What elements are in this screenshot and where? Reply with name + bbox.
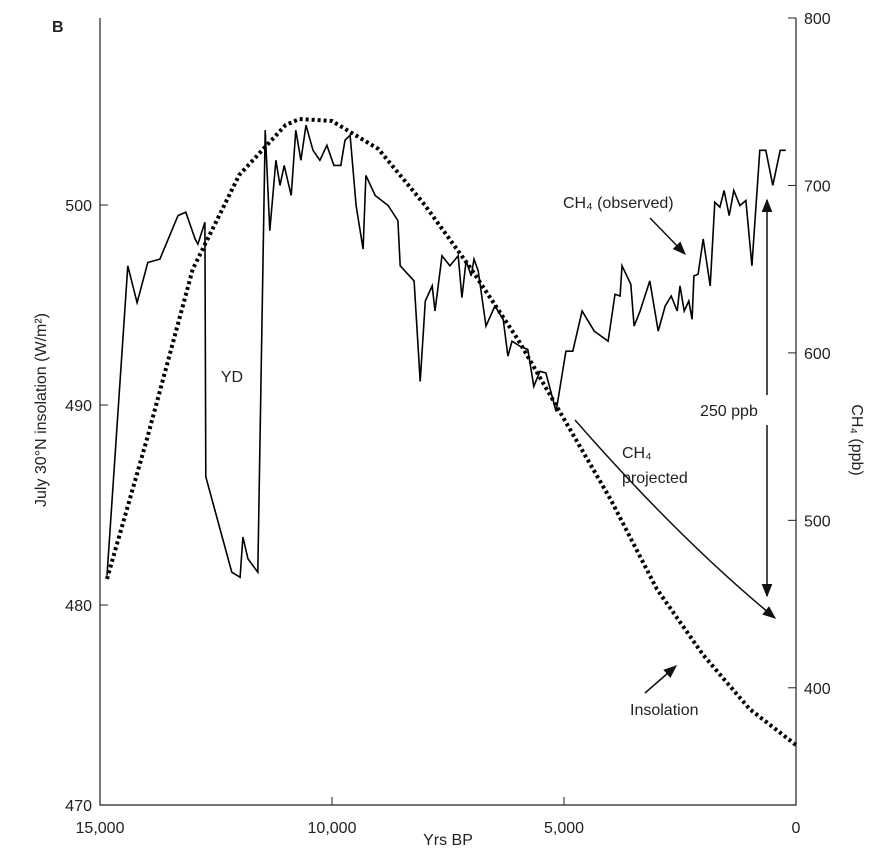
y-tick-label: 480 — [65, 598, 92, 615]
y-tick-label: 490 — [65, 398, 92, 415]
y2-axis-label: CH₄ (ppb) — [848, 404, 865, 475]
annotation: projected — [622, 470, 688, 487]
series-line — [105, 116, 798, 747]
label-arrow — [644, 665, 678, 694]
label-arrow — [649, 217, 686, 255]
series-label: Insolation — [630, 702, 699, 719]
axes-frame — [99, 18, 797, 806]
series-line — [106, 124, 786, 579]
x-tick-label: 0 — [792, 820, 801, 837]
annotation: 250 ppb — [700, 403, 758, 420]
x-axis-label: Yrs BP — [423, 832, 473, 849]
y-tick-label: 500 — [65, 198, 92, 215]
y2-tick-label: 700 — [804, 178, 831, 195]
annotation: YD — [221, 369, 243, 386]
panel-label: B — [52, 19, 64, 36]
projected-arrow — [574, 419, 777, 619]
x-tick-label: 10,000 — [308, 820, 357, 837]
y-tick-label: 470 — [65, 798, 92, 815]
series-label: CH₄ (observed) — [563, 195, 674, 212]
x-tick-label: 5,000 — [544, 820, 584, 837]
y-axis-label: July 30°N insolation (W/m²) — [33, 313, 50, 507]
annotation: CH₄ — [622, 445, 652, 462]
y2-tick-label: 400 — [804, 681, 831, 698]
x-tick-label: 15,000 — [76, 820, 125, 837]
y2-tick-label: 500 — [804, 513, 831, 530]
y2-tick-label: 600 — [804, 346, 831, 363]
y2-tick-label: 800 — [804, 11, 831, 28]
